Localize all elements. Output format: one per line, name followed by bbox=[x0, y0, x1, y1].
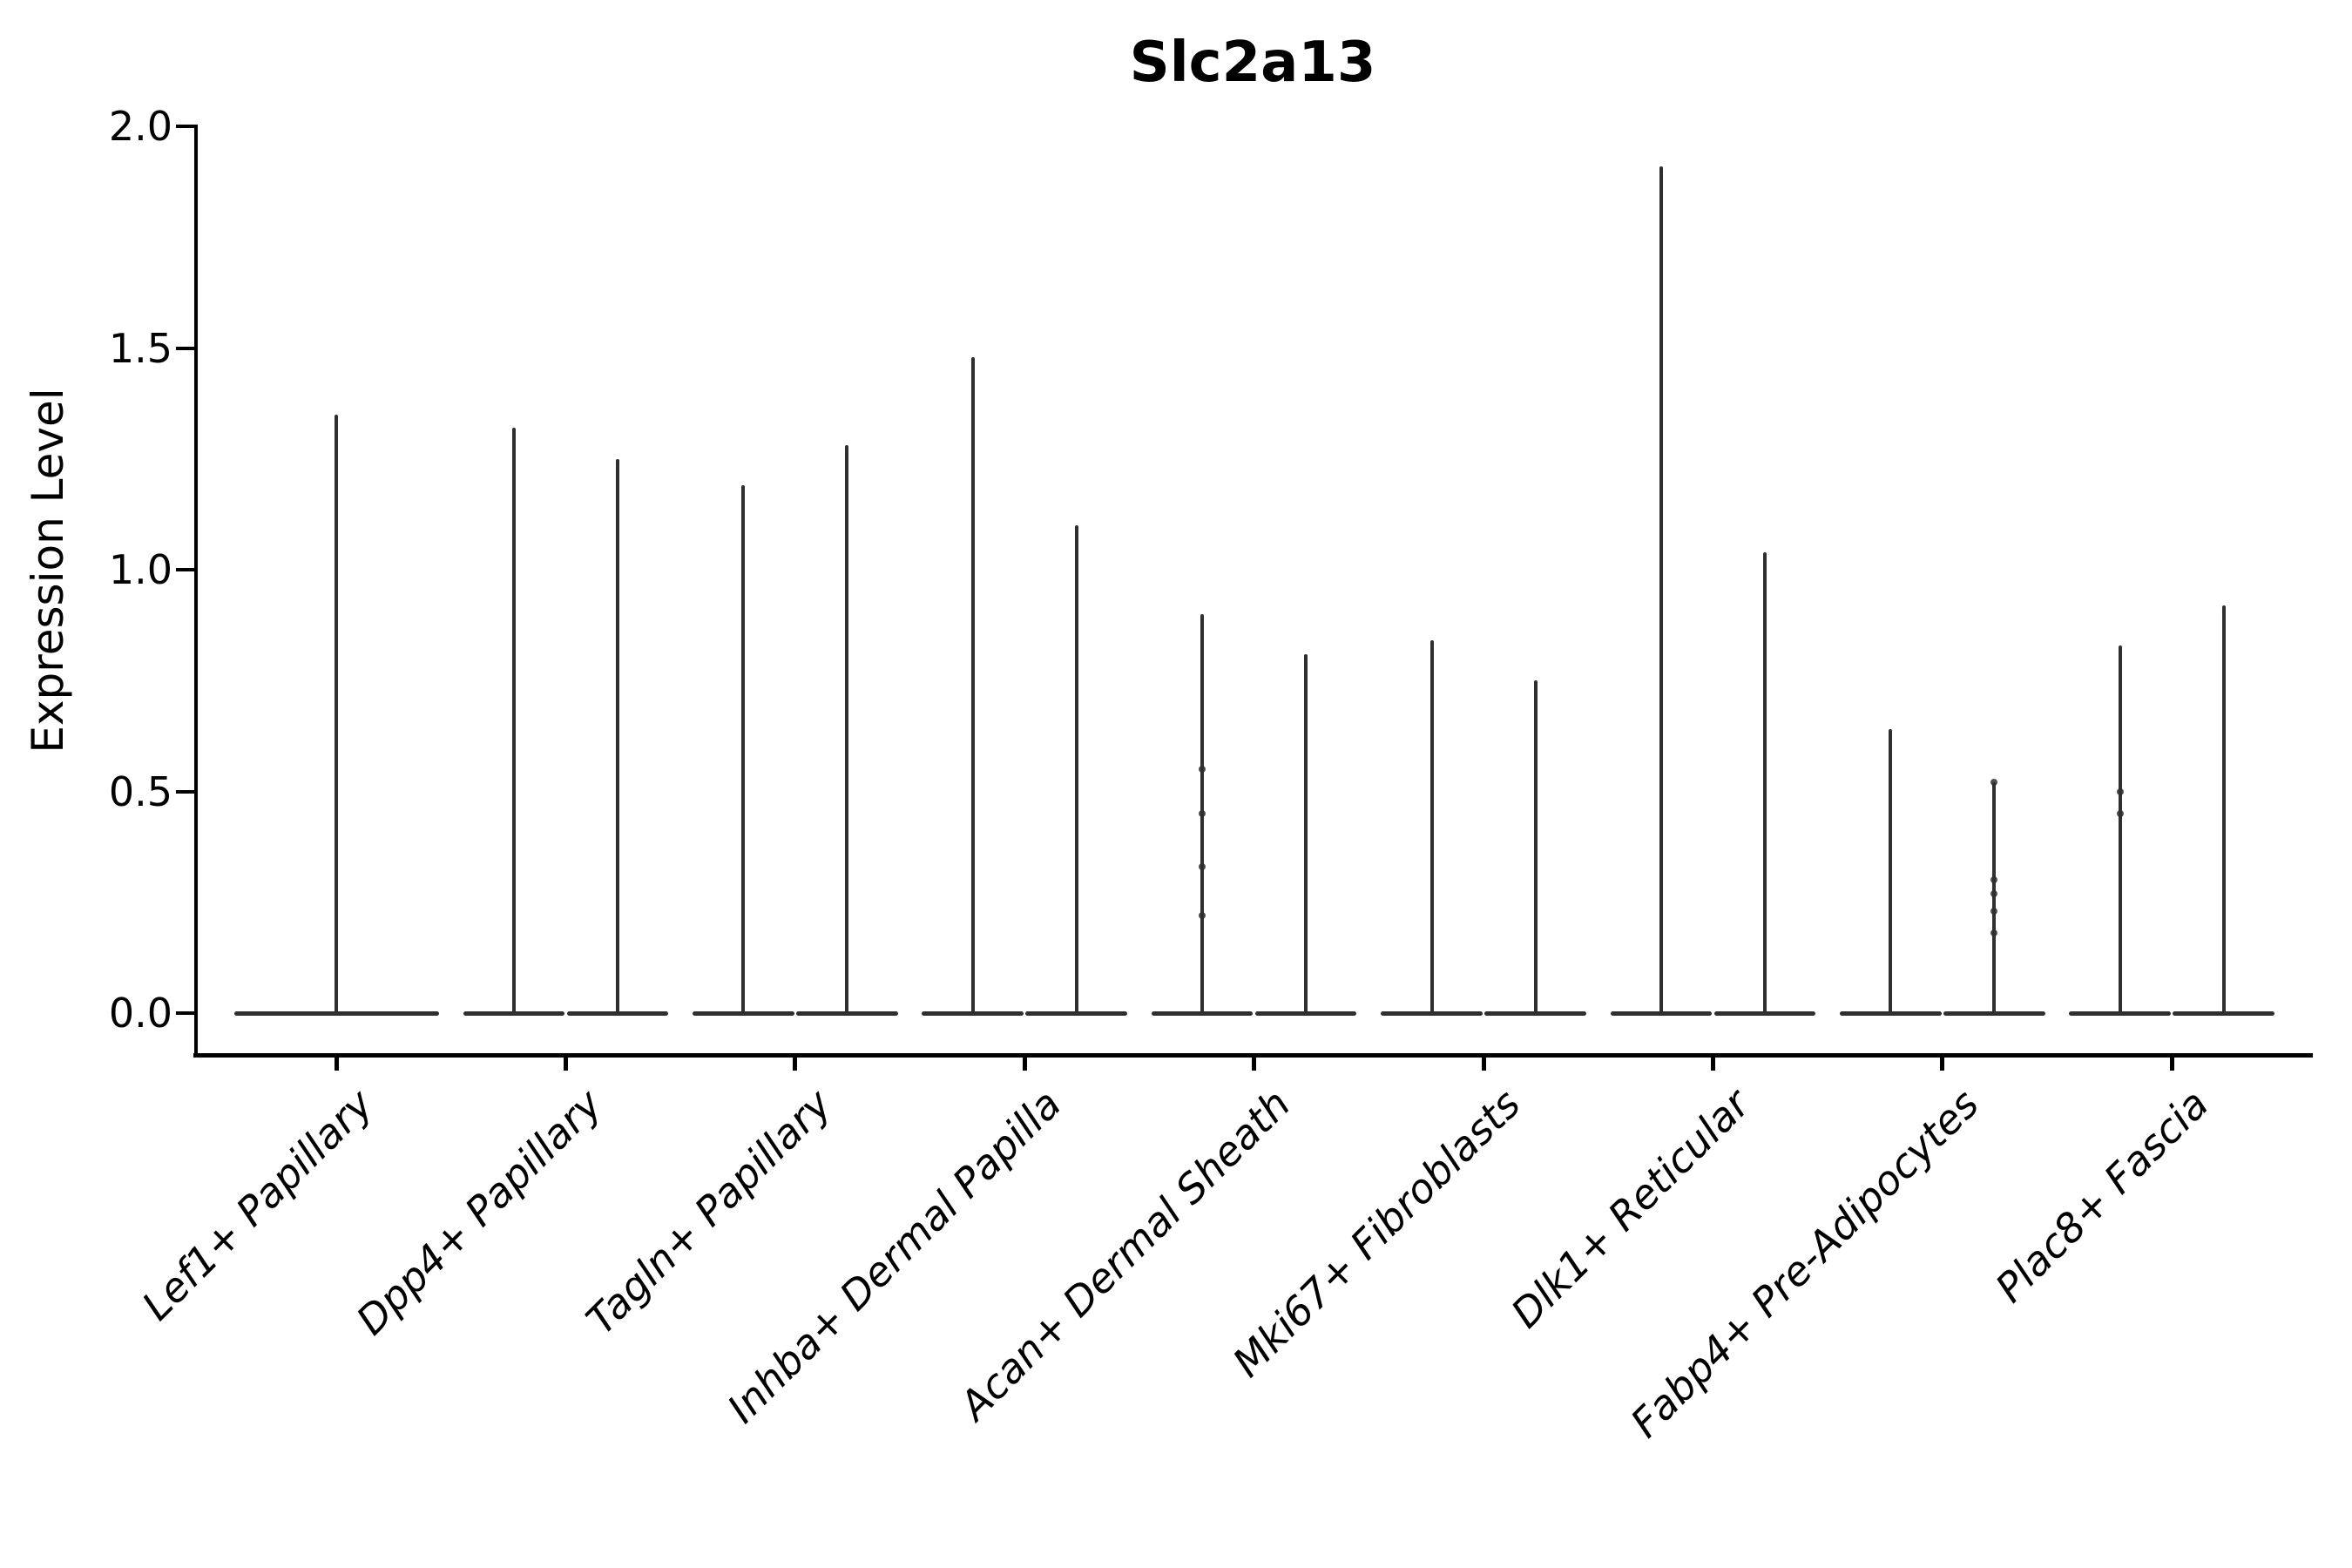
violin-base bbox=[1840, 1010, 1942, 1016]
x-tick-label: Plac8+ Fascia bbox=[1986, 1080, 2218, 1312]
violin-spike bbox=[1762, 551, 1767, 1013]
jitter-point bbox=[1199, 863, 1206, 871]
violin-base bbox=[1943, 1010, 2045, 1016]
violin-base bbox=[1151, 1010, 1254, 1016]
x-tick bbox=[1481, 1058, 1486, 1071]
x-tick bbox=[334, 1058, 339, 1071]
violin-base bbox=[2069, 1010, 2171, 1016]
violin-base bbox=[1484, 1010, 1586, 1016]
jitter-point bbox=[1199, 912, 1206, 920]
x-tick bbox=[793, 1058, 798, 1071]
x-tick-label: Lef1+ Papillary bbox=[132, 1080, 382, 1329]
jitter-point bbox=[1990, 929, 1998, 937]
x-tick bbox=[1940, 1058, 1945, 1071]
violin-spike bbox=[1304, 653, 1308, 1013]
violin-spike bbox=[2118, 645, 2122, 1013]
violin-spike bbox=[1889, 729, 1893, 1013]
violin-spike bbox=[2221, 605, 2226, 1013]
violin-spike bbox=[741, 485, 746, 1013]
violin-base bbox=[233, 1010, 439, 1016]
jitter-point bbox=[2116, 809, 2124, 817]
y-tick-label: 0.0 bbox=[108, 990, 172, 1037]
violin-spike bbox=[1533, 680, 1538, 1013]
y-tick-label: 1.5 bbox=[108, 324, 172, 372]
violin-spike bbox=[1992, 782, 1997, 1013]
y-tick bbox=[176, 1011, 194, 1015]
violin-base bbox=[566, 1010, 669, 1016]
violin-base bbox=[2173, 1010, 2274, 1016]
violin-base bbox=[922, 1010, 1024, 1016]
x-tick bbox=[2169, 1058, 2174, 1071]
x-tick bbox=[1710, 1058, 1715, 1071]
x-tick-label: Dpp4+ Papillary bbox=[347, 1080, 612, 1344]
x-axis-line bbox=[193, 1053, 2313, 1058]
violin-base bbox=[1381, 1010, 1483, 1016]
violin-spike bbox=[615, 458, 619, 1013]
jitter-point bbox=[1990, 907, 1998, 915]
jitter-point bbox=[1199, 809, 1206, 817]
x-tick bbox=[1252, 1058, 1257, 1071]
violin-base bbox=[796, 1010, 898, 1016]
violin-spike bbox=[1659, 166, 1663, 1013]
violin-base bbox=[1025, 1010, 1127, 1016]
x-tick bbox=[1022, 1058, 1027, 1071]
violin-base bbox=[1713, 1010, 1816, 1016]
violin-spike bbox=[970, 356, 975, 1013]
y-tick bbox=[176, 346, 194, 350]
violin-spike bbox=[1074, 525, 1078, 1013]
violin-spike bbox=[1429, 640, 1434, 1013]
jitter-point bbox=[2116, 787, 2124, 795]
plot-title: Slc2a13 bbox=[1129, 30, 1376, 95]
violin-spike bbox=[335, 414, 338, 1013]
violin-base bbox=[1254, 1010, 1357, 1016]
y-tick-label: 2.0 bbox=[108, 103, 172, 150]
jitter-point bbox=[1990, 779, 1998, 787]
x-tick bbox=[563, 1058, 568, 1071]
y-axis-line bbox=[194, 125, 198, 1058]
violin-base bbox=[1610, 1010, 1713, 1016]
x-tick-label: Dlk1+ Reticular bbox=[1501, 1080, 1759, 1337]
jitter-point bbox=[1990, 889, 1998, 897]
x-tick-label: Tagln+ Papillary bbox=[577, 1080, 841, 1344]
jitter-point bbox=[1199, 766, 1206, 774]
violin-base bbox=[463, 1010, 565, 1016]
y-tick bbox=[176, 125, 194, 128]
violin-spike bbox=[511, 428, 516, 1013]
violin-base bbox=[693, 1010, 794, 1016]
violin-spike bbox=[845, 445, 849, 1013]
y-tick-label: 1.0 bbox=[108, 546, 172, 593]
y-tick bbox=[176, 789, 194, 794]
y-tick-label: 0.5 bbox=[108, 767, 172, 815]
jitter-point bbox=[1990, 876, 1998, 884]
y-tick bbox=[176, 568, 194, 571]
